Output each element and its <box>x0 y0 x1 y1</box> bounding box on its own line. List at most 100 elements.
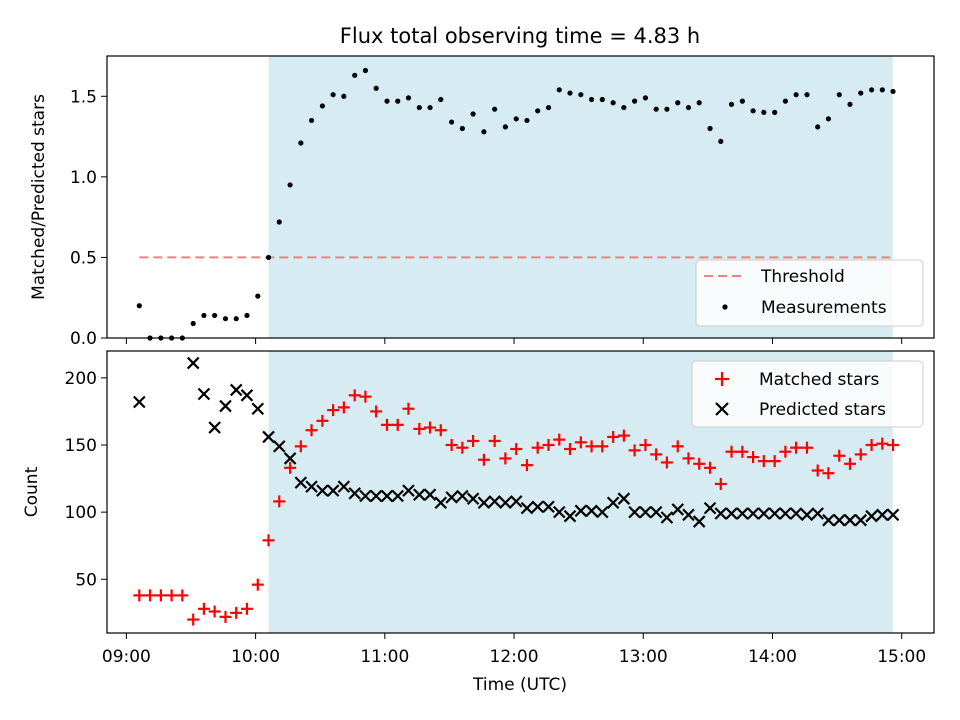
predicted-star-point <box>348 487 361 500</box>
y-tick-label: 100 <box>65 503 97 523</box>
matched-star-point <box>844 457 857 470</box>
measurement-point <box>190 320 196 327</box>
predicted-star-point <box>768 507 781 520</box>
predicted-star-point <box>746 507 760 520</box>
matched-star-point <box>628 444 641 457</box>
measurement-point <box>308 117 315 124</box>
x-tick-label: 12:00 <box>490 647 539 667</box>
matched-star-point <box>865 439 878 451</box>
y-tick-label: 0.0 <box>70 329 97 349</box>
predicted-star-point <box>509 495 523 508</box>
predicted-star-point <box>886 508 900 522</box>
matched-star-point <box>790 441 803 454</box>
ratio-panel: 0.0 0.5 1.0 1.5 Matched/Predicted stars Thr… <box>29 55 935 349</box>
predicted-star-point <box>542 500 555 514</box>
predicted-star-point <box>402 484 415 497</box>
matched-star-point <box>510 443 523 456</box>
matched-star-point <box>660 456 673 469</box>
measurement-point <box>632 98 638 104</box>
predicted-star-point <box>208 421 221 434</box>
predicted-star-point <box>789 507 803 520</box>
matched-star-point <box>154 589 167 602</box>
matched-star-point <box>434 424 447 437</box>
measurement-point <box>890 88 896 95</box>
predicted-star-point <box>434 496 448 510</box>
predicted-star-point <box>380 489 394 503</box>
measurement-point <box>362 67 369 74</box>
matched-star-point <box>391 418 404 431</box>
predicted-star-point <box>596 505 609 519</box>
measurement-point <box>449 119 455 125</box>
predicted-star-point <box>359 489 372 503</box>
predicted-star-point <box>391 489 405 503</box>
predicted-star-point <box>477 496 491 510</box>
predicted-star-point <box>714 507 728 520</box>
predicted-star-point <box>865 509 878 523</box>
top-legend-box <box>695 259 924 327</box>
predicted-star-point <box>499 496 512 510</box>
predicted-star-point <box>552 505 566 519</box>
matched-star-point <box>477 453 490 466</box>
matched-star-point <box>725 445 738 458</box>
matched-star-point <box>359 390 372 403</box>
matched-star-point <box>424 421 437 434</box>
predicted-star-point <box>725 507 738 520</box>
predicted-star-point <box>219 399 232 413</box>
measurement-point <box>438 96 444 103</box>
matched-star-point <box>488 434 501 447</box>
matched-star-point <box>607 430 620 443</box>
predicted-star-point <box>466 492 480 505</box>
measurement-point <box>642 95 649 101</box>
predicted-star-point <box>272 440 286 453</box>
measurement-point <box>416 104 422 111</box>
measurement-point <box>815 124 821 130</box>
predicted-star-point <box>822 513 835 527</box>
x-tick-label: 10:00 <box>231 647 280 667</box>
predicted-star-point <box>531 500 544 514</box>
matched-star-point <box>714 477 727 490</box>
matched-star-point <box>456 441 469 454</box>
measurement-point <box>847 101 853 107</box>
measurement-point <box>405 95 412 101</box>
count-panel: 50 100 150 200 09:00 10:00 11:00 12:00 13:00 14:… <box>22 350 935 695</box>
bottom-y-axis-label: Count <box>22 466 42 517</box>
measurement-point <box>244 312 250 319</box>
matched-star-point <box>337 401 350 414</box>
matched-star-point <box>887 439 900 451</box>
matched-star-point <box>208 605 221 618</box>
predicted-star-point <box>606 496 620 510</box>
matched-star-point <box>294 440 307 453</box>
legend-matched-label: Matched stars <box>759 370 879 390</box>
matched-star-point <box>671 440 684 453</box>
x-tick-label: 09:00 <box>102 647 151 667</box>
matched-star-point <box>445 439 458 451</box>
measurement-point <box>265 254 272 261</box>
measurement-point <box>772 109 778 115</box>
matched-star-point <box>596 440 609 453</box>
matched-star-point <box>747 451 760 464</box>
matched-star-point <box>381 418 394 431</box>
matched-star-point <box>176 589 189 602</box>
predicted-star-point <box>833 513 846 527</box>
measurement-point <box>707 125 713 132</box>
predicted-star-point <box>639 505 652 519</box>
predicted-star-point <box>423 488 437 501</box>
matched-star-point <box>704 461 717 474</box>
matched-star-point <box>370 405 383 418</box>
legend-matched-swatch <box>715 372 729 386</box>
predicted-star-point <box>649 505 663 519</box>
measurement-point <box>599 96 605 103</box>
matched-star-point <box>585 440 598 453</box>
measurement-point <box>782 98 788 104</box>
measurement-point <box>298 140 304 146</box>
predicted-star-point <box>229 383 243 397</box>
measurement-point <box>287 182 293 188</box>
figure-title: Flux total observing time = 4.83 h <box>340 24 700 48</box>
y-tick-label: 200 <box>65 369 97 389</box>
predicted-star-point <box>240 389 254 402</box>
measurement-point <box>675 100 681 106</box>
measurement-point <box>793 92 799 98</box>
predicted-star-point <box>757 507 771 520</box>
matched-star-point <box>736 445 749 458</box>
